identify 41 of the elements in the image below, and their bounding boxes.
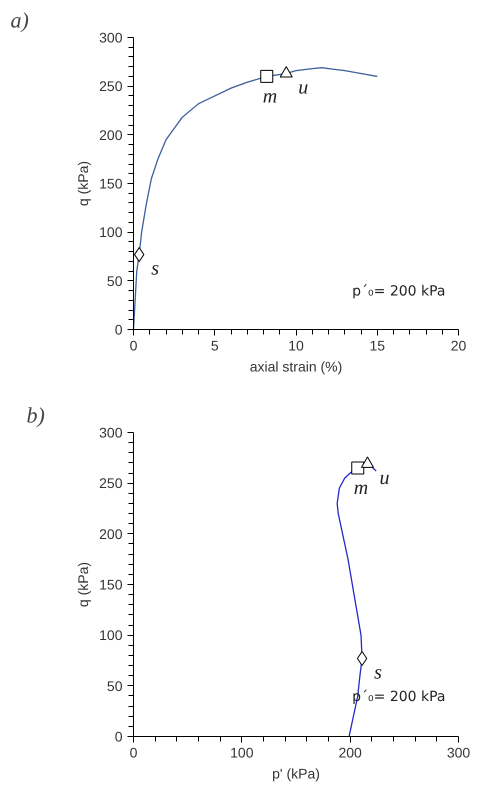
x-tick-label: 15 — [369, 338, 386, 354]
annotation: m — [262, 85, 278, 108]
x-tick-label: 200 — [338, 744, 362, 760]
y-tick-label: 50 — [106, 272, 123, 289]
y-tick-label: 100 — [99, 627, 123, 644]
y-tick-label: 0 — [114, 728, 123, 744]
x-tick-label: 100 — [230, 744, 254, 760]
y-tick-label: 300 — [99, 30, 123, 46]
point — [361, 456, 374, 468]
x-tick-label: 20 — [450, 338, 466, 354]
annotation: u — [380, 466, 390, 489]
y-tick-label: 300 — [99, 424, 123, 440]
point — [260, 70, 274, 83]
chart-title: b) — [26, 402, 45, 428]
y-axis-title: q (kPa) — [75, 562, 92, 608]
y-tick-label: 200 — [99, 526, 123, 542]
y-tick-label: 200 — [99, 126, 123, 143]
y-axis-title: q (kPa) — [75, 160, 92, 206]
point — [356, 650, 368, 666]
chart-title: a) — [10, 8, 29, 32]
y-tick-label: 150 — [99, 176, 123, 192]
y-tick-label: 100 — [99, 224, 123, 240]
y-tick-label: 50 — [106, 678, 123, 694]
x-tick-label: 0 — [130, 744, 138, 760]
y-tick-label: 250 — [99, 475, 123, 492]
y-tick-label: 250 — [99, 78, 123, 94]
x-tick-label: 0 — [130, 338, 138, 354]
x-tick-label: 10 — [288, 338, 304, 354]
x-tick-label: 300 — [446, 744, 470, 760]
annotation: s — [151, 258, 160, 280]
annotation: p´₀= 200 kPa — [352, 284, 446, 300]
point — [351, 461, 364, 474]
x-tick-label: 5 — [210, 338, 219, 354]
point — [280, 66, 293, 78]
y-tick-label: 150 — [99, 576, 123, 592]
annotation: m — [354, 476, 368, 499]
x-axis-title: p' (kPa) — [272, 766, 320, 782]
x-axis-title: axial strain (%) — [250, 358, 342, 374]
annotation: s — [374, 661, 382, 684]
annotation: u — [298, 76, 308, 99]
y-tick-label: 0 — [114, 322, 123, 338]
